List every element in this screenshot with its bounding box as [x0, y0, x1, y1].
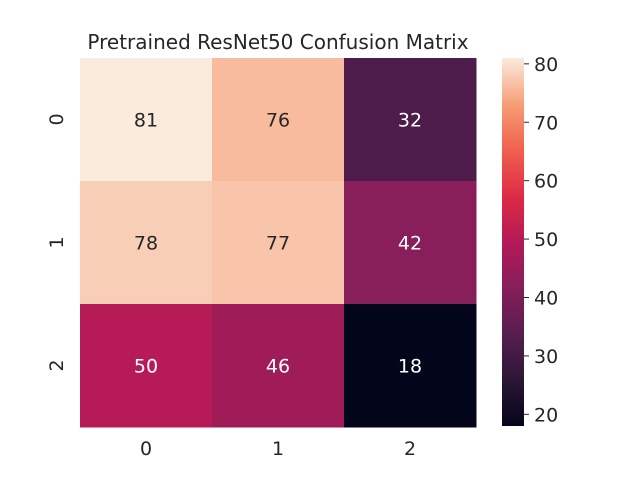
cell-value-label: 32	[398, 110, 422, 132]
cell-value-label: 76	[266, 110, 290, 132]
chart-title: Pretrained ResNet50 Confusion Matrix	[87, 30, 468, 54]
colorbar-tick-label: 80	[534, 54, 558, 76]
y-tick-label: 0	[46, 113, 68, 125]
heatmap-cell-r0-c2	[344, 58, 477, 182]
y-tick-label: 1	[46, 236, 68, 248]
cell-value-label: 50	[134, 356, 158, 378]
colorbar-ticks: 20 30 40 50 60 70 80	[524, 54, 558, 426]
heatmap-cell-r1-c1	[212, 181, 345, 305]
colorbar-tick-label: 20	[534, 404, 558, 426]
heatmap-cell-r0-c0	[80, 58, 213, 182]
heatmap-cell-r1-c2	[344, 181, 477, 305]
cell-value-label: 18	[398, 356, 422, 378]
cell-value-label: 78	[134, 233, 158, 255]
heatmap-cell-r2-c0	[80, 304, 213, 428]
x-tick-label: 0	[140, 438, 152, 460]
heatmap-cell-r0-c1	[212, 58, 345, 182]
heatmap-cell-r2-c2	[344, 304, 477, 428]
cell-value-label: 46	[266, 356, 290, 378]
colorbar-tick-label: 70	[534, 112, 558, 134]
x-tick-label: 1	[272, 438, 284, 460]
cell-value-label: 42	[398, 233, 422, 255]
heatmap-cell-r2-c1	[212, 304, 345, 428]
colorbar-tick-label: 40	[534, 287, 558, 309]
colorbar-tick-label: 60	[534, 171, 558, 193]
y-axis-ticks: 0 1 2	[46, 113, 68, 371]
y-tick-label: 2	[46, 359, 68, 371]
heatmap-value-labels: 81 76 32 78 77 42 50 46 18	[134, 110, 422, 378]
colorbar-tick-label: 30	[534, 346, 558, 368]
cell-value-label: 81	[134, 110, 158, 132]
cell-value-label: 77	[266, 233, 290, 255]
heatmap-cell-r1-c0	[80, 181, 213, 305]
colorbar	[502, 58, 524, 426]
x-axis-ticks: 0 1 2	[140, 438, 416, 460]
x-tick-label: 2	[404, 438, 416, 460]
heatmap-cells	[80, 58, 477, 428]
colorbar-tick-label: 50	[534, 229, 558, 251]
